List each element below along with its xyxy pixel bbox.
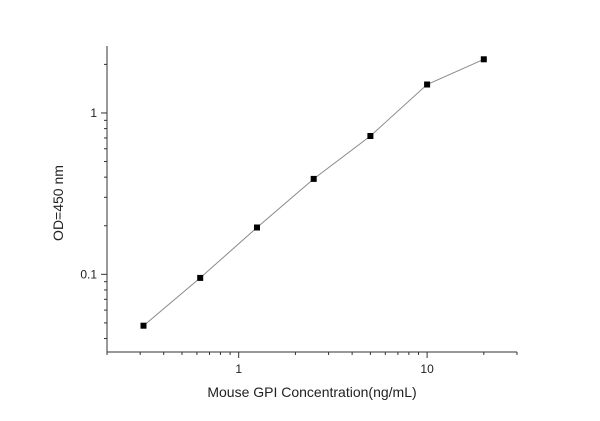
data-point xyxy=(140,322,147,329)
series-layer xyxy=(140,56,487,329)
y-tick-label: 1 xyxy=(90,106,97,120)
data-point xyxy=(197,274,204,281)
data-point xyxy=(367,133,374,139)
series-line xyxy=(143,58,485,327)
data-point xyxy=(424,81,431,88)
x-axis-title: Mouse GPI Concentration(ng/mL) xyxy=(207,384,416,400)
x-tick-label: 10 xyxy=(420,362,434,376)
axes xyxy=(106,46,517,353)
ticks: 1 10 0.1 1 xyxy=(80,63,518,376)
data-point xyxy=(310,175,317,182)
data-point xyxy=(480,56,487,63)
x-tick-label: 1 xyxy=(235,362,242,376)
y-axis-title: OD=450 nm xyxy=(50,165,66,241)
y-tick-label: 0.1 xyxy=(80,267,97,281)
data-point xyxy=(254,224,260,231)
